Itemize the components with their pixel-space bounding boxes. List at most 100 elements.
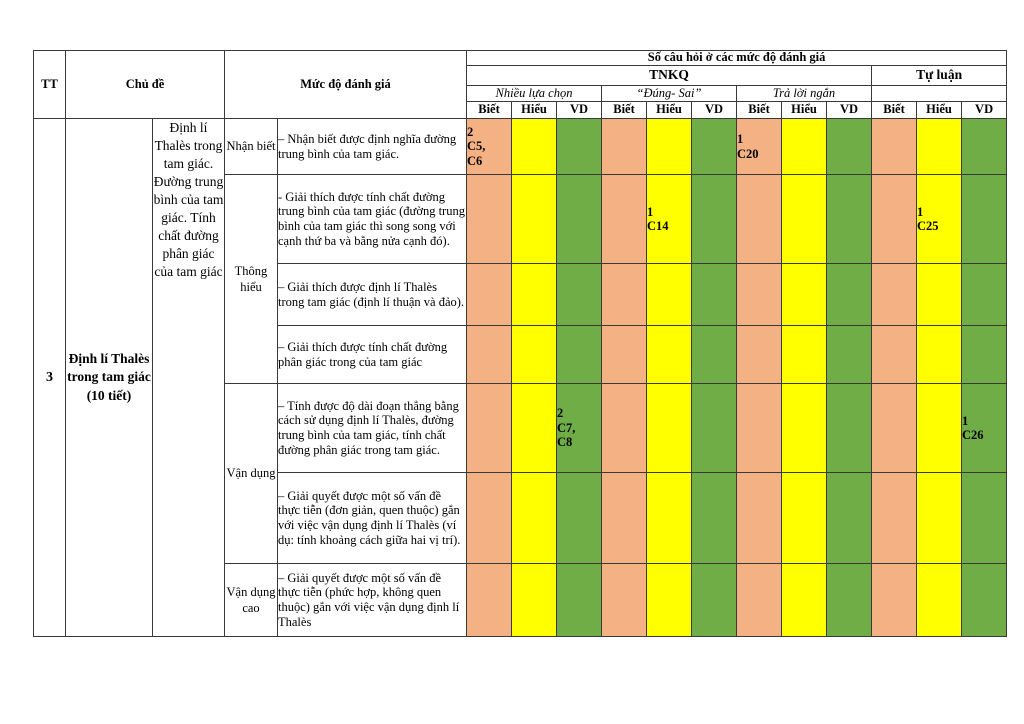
header-chu-de: Chủ đề — [65, 50, 225, 119]
level-cell-van-dung: Vận dụng — [224, 383, 278, 564]
question-cell — [781, 118, 828, 175]
question-cell — [646, 118, 693, 175]
question-cell — [466, 472, 513, 564]
assessment-matrix-table: TT Chủ đề Mức độ đánh giá Số câu hỏi ở c… — [33, 50, 1008, 637]
desc-cell: - Giải thích được tính chất đường trung … — [276, 174, 468, 264]
question-cell: 2 C5, C6 — [466, 118, 513, 175]
question-cell — [691, 325, 738, 384]
question-cell — [511, 383, 558, 473]
question-cell — [466, 383, 513, 473]
desc-cell: – Tính được độ dài đoạn thẳng bằng cách … — [276, 383, 468, 473]
question-cell — [871, 563, 918, 637]
desc-cell: – Giải quyết được một số vấn đề thực tiễ… — [276, 563, 468, 637]
header-biet: Biết — [601, 101, 648, 119]
question-cell: 2 C7, C8 — [556, 383, 603, 473]
question-cell — [871, 263, 918, 326]
question-cell — [826, 383, 873, 473]
question-cell — [826, 118, 873, 175]
header-hieu: Hiểu — [781, 101, 828, 119]
question-cell — [601, 472, 648, 564]
question-cell — [646, 325, 693, 384]
question-cell — [691, 118, 738, 175]
question-cell — [826, 325, 873, 384]
question-cell — [826, 472, 873, 564]
header-muc-do-danh-gia: Mức độ đánh giá — [223, 50, 468, 119]
header-vd: VD — [826, 101, 873, 119]
question-cell — [916, 383, 963, 473]
question-cell — [556, 174, 603, 264]
question-cell — [781, 383, 828, 473]
question-cell — [961, 263, 1008, 326]
question-cell — [691, 263, 738, 326]
question-cell — [601, 118, 648, 175]
question-cell — [511, 118, 558, 175]
question-cell — [646, 472, 693, 564]
question-cell — [736, 563, 783, 637]
level-cell-van-dung-cao: Vận dụng cao — [224, 563, 278, 637]
question-cell — [556, 472, 603, 564]
question-cell — [646, 263, 693, 326]
header-biet: Biết — [466, 101, 513, 119]
header-tt: TT — [33, 50, 66, 119]
question-cell — [961, 563, 1008, 637]
question-cell — [511, 472, 558, 564]
question-cell — [871, 118, 918, 175]
question-cell — [511, 563, 558, 637]
question-cell — [511, 263, 558, 326]
question-cell — [961, 325, 1008, 384]
question-cell — [646, 383, 693, 473]
question-cell: 1 C26 — [961, 383, 1008, 473]
desc-cell: – Nhận biết được định nghĩa đường trung … — [276, 118, 468, 175]
header-tnkq: TNKQ — [466, 65, 873, 86]
level-cell-nhan-biet: Nhận biết — [224, 118, 278, 175]
header-tu-luan-spacer — [871, 85, 1008, 102]
question-cell — [871, 383, 918, 473]
tt-cell: 3 — [33, 118, 66, 637]
question-cell — [691, 472, 738, 564]
question-cell — [601, 263, 648, 326]
question-cell — [961, 472, 1008, 564]
header-tu-luan: Tự luận — [871, 65, 1008, 86]
question-cell — [916, 118, 963, 175]
question-cell — [466, 325, 513, 384]
header-biet: Biết — [871, 101, 918, 119]
question-cell — [466, 563, 513, 637]
question-cell — [691, 174, 738, 264]
question-cell — [691, 563, 738, 637]
header-vd: VD — [556, 101, 603, 119]
question-cell — [781, 263, 828, 326]
header-dung-sai: “Đúng- Sai” — [601, 85, 738, 102]
header-vd: VD — [961, 101, 1008, 119]
subtopic-cell: Định lí Thalès trong tam giác. Đường tru… — [152, 118, 225, 637]
header-hieu: Hiểu — [511, 101, 558, 119]
question-cell — [736, 383, 783, 473]
question-cell — [781, 325, 828, 384]
question-cell — [916, 472, 963, 564]
question-cell — [466, 174, 513, 264]
header-hieu: Hiểu — [646, 101, 693, 119]
topic-cell: Định lí Thalès trong tam giác (10 tiết) — [65, 118, 153, 637]
desc-cell: – Giải quyết được một số vấn đề thực tiễ… — [276, 472, 468, 564]
question-cell — [961, 174, 1008, 264]
question-cell — [691, 383, 738, 473]
question-cell — [736, 174, 783, 264]
desc-cell: – Giải thích được tính chất đường phân g… — [276, 325, 468, 384]
question-cell — [601, 174, 648, 264]
header-biet: Biết — [736, 101, 783, 119]
header-hieu: Hiểu — [916, 101, 963, 119]
header-vd: VD — [691, 101, 738, 119]
question-cell — [556, 118, 603, 175]
question-cell — [556, 325, 603, 384]
question-cell — [871, 472, 918, 564]
question-cell — [871, 325, 918, 384]
question-cell — [466, 263, 513, 326]
header-tra-loi-ngan: Trả lời ngắn — [736, 85, 873, 102]
question-cell — [781, 174, 828, 264]
question-cell — [511, 325, 558, 384]
question-cell — [601, 383, 648, 473]
desc-cell: – Giải thích được định lí Thalès trong t… — [276, 263, 468, 326]
question-cell — [736, 325, 783, 384]
question-cell — [781, 563, 828, 637]
question-cell — [961, 118, 1008, 175]
